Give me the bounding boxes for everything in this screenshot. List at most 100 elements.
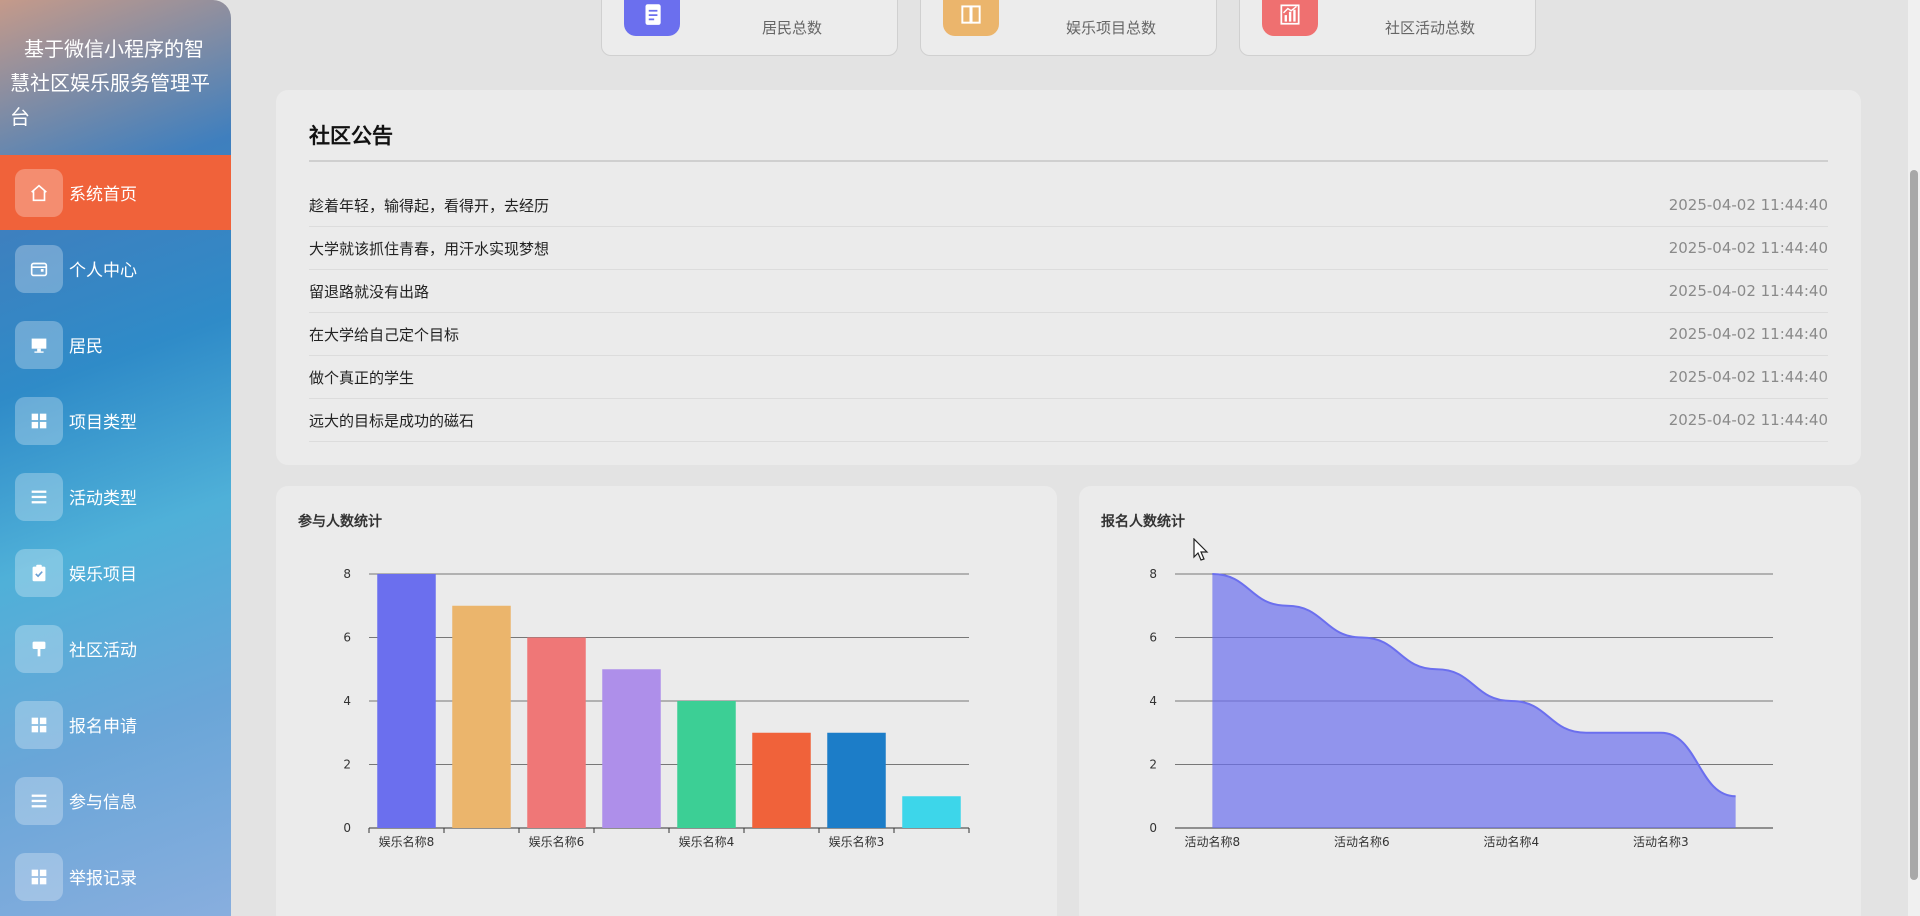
- stat-icon-box: [1262, 0, 1318, 36]
- area-chart: 0 2 4 6 8 活动名称8 活动名称6 活动名称4 活动名称3: [1149, 567, 1773, 849]
- grid-icon: [31, 869, 47, 884]
- notice-item[interactable]: 远大的目标是成功的磁石 2025-04-02 11:44:40: [309, 399, 1828, 442]
- stat-label: 居民总数: [761, 19, 822, 37]
- bar: [752, 732, 811, 828]
- participation-chart-panel: 参与人数统计 0 2 4 6 8 娱乐名称8 娱乐名称6 娱乐名称4 娱乐名称3: [276, 486, 1057, 916]
- sidebar-item-6[interactable]: 娱乐项目: [0, 535, 231, 610]
- stat-icon-box: [943, 0, 999, 36]
- sidebar-item-5[interactable]: 活动类型: [0, 459, 231, 534]
- x-tick-label: 活动名称8: [1185, 834, 1241, 849]
- notice-divider: [309, 160, 1828, 162]
- sidebar-item-8[interactable]: 报名申请: [0, 687, 231, 762]
- notice-item[interactable]: 大学就该抓住青春，用汗水实现梦想 2025-04-02 11:44:40: [309, 227, 1828, 270]
- scrollbar-thumb[interactable]: [1910, 170, 1918, 880]
- sidebar-item-label: 居民: [69, 337, 103, 357]
- y-tick-label: 2: [343, 758, 351, 772]
- notice-time: 2025-04-02 11:44:40: [1668, 282, 1828, 300]
- sidebar-item-1[interactable]: 系统首页: [0, 155, 231, 230]
- grid-icon: [31, 717, 47, 732]
- stat-icon-box: [624, 0, 680, 36]
- notice-text[interactable]: 大学就该抓住青春，用汗水实现梦想: [309, 239, 550, 258]
- sidebar-item-3[interactable]: 居民: [0, 307, 231, 382]
- sidebar-item-4[interactable]: 项目类型: [0, 383, 231, 458]
- sidebar-item-label: 参与信息: [69, 793, 137, 813]
- sidebar-item-label: 报名申请: [69, 717, 137, 737]
- y-tick-label: 2: [1149, 758, 1157, 772]
- y-tick-label: 4: [343, 694, 351, 708]
- menu-icon-box: [15, 396, 63, 445]
- bar: [527, 637, 586, 828]
- bar: [677, 701, 736, 828]
- sidebar-item-2[interactable]: 个人中心: [0, 231, 231, 306]
- y-tick-label: 4: [1149, 694, 1157, 708]
- sidebar-item-10[interactable]: 举报记录: [0, 839, 231, 914]
- bar: [452, 605, 511, 828]
- y-tick-label: 8: [343, 567, 351, 581]
- x-tick-label: 娱乐名称4: [679, 834, 735, 849]
- notice-text[interactable]: 趁着年轻，输得起，看得开，去经历: [309, 196, 550, 215]
- wallet-icon: [30, 262, 48, 276]
- x-tick-label: 活动名称4: [1484, 834, 1540, 849]
- notice-time: 2025-04-02 11:44:40: [1668, 239, 1828, 257]
- signup-chart-panel: 报名人数统计 0 2 4 6 8 活动名称8 活动名称6 活动名称4 活动名称3: [1079, 486, 1861, 916]
- bar: [602, 669, 661, 828]
- bar-chart-icon: [1280, 3, 1300, 25]
- stat-card-1: 居民总数: [601, 0, 898, 56]
- clipboard-icon: [32, 564, 46, 581]
- menu-icon-box: [15, 624, 63, 673]
- home-icon: [31, 184, 47, 201]
- stat-label: 娱乐项目总数: [1065, 19, 1156, 37]
- notice-text[interactable]: 远大的目标是成功的磁石: [309, 411, 475, 430]
- book-icon: [961, 4, 981, 24]
- x-tick-label: 活动名称3: [1633, 834, 1689, 849]
- notice-item[interactable]: 留退路就没有出路 2025-04-02 11:44:40: [309, 270, 1828, 313]
- notice-time: 2025-04-02 11:44:40: [1668, 368, 1828, 386]
- sidebar: 基于微信小程序的智慧社区娱乐服务管理平台 系统首页 个人中心 居民 项目类型 活…: [0, 0, 231, 916]
- notice-item[interactable]: 趁着年轻，输得起，看得开，去经历 2025-04-02 11:44:40: [309, 184, 1828, 227]
- brush-icon: [32, 641, 46, 656]
- notice-title: 社区公告: [309, 124, 393, 148]
- y-tick-label: 6: [343, 631, 351, 645]
- notice-time: 2025-04-02 11:44:40: [1668, 196, 1828, 214]
- notice-text[interactable]: 留退路就没有出路: [309, 282, 430, 301]
- grid-icon: [31, 413, 47, 428]
- y-tick-label: 0: [1149, 821, 1157, 835]
- sidebar-item-label: 个人中心: [69, 261, 137, 281]
- sidebar-item-label: 举报记录: [69, 869, 137, 889]
- document-icon: [645, 3, 661, 25]
- sidebar-item-9[interactable]: 参与信息: [0, 763, 231, 838]
- sidebar-item-label: 系统首页: [69, 185, 137, 205]
- sidebar-item-label: 项目类型: [69, 413, 137, 433]
- notice-text[interactable]: 在大学给自己定个目标: [309, 325, 460, 344]
- stat-card-3: 社区活动总数: [1239, 0, 1536, 56]
- bar-chart-title: 参与人数统计: [298, 514, 382, 530]
- bar-chart: 0 2 4 6 8 娱乐名称8 娱乐名称6 娱乐名称4 娱乐名称3: [343, 567, 970, 849]
- bar: [827, 732, 886, 828]
- scrollbar-track[interactable]: [1908, 0, 1920, 916]
- app-title: 基于微信小程序的智慧社区娱乐服务管理平台: [10, 37, 210, 129]
- notice-item[interactable]: 在大学给自己定个目标 2025-04-02 11:44:40: [309, 313, 1828, 356]
- menu-icon-box: [15, 472, 63, 521]
- area-line: [1212, 573, 1736, 798]
- menu-icon-box: [15, 244, 63, 293]
- y-tick-label: 0: [343, 821, 351, 835]
- sidebar-item-7[interactable]: 社区活动: [0, 611, 231, 686]
- menu-icon-box: [15, 320, 63, 369]
- notice-text[interactable]: 做个真正的学生: [309, 368, 415, 387]
- area-chart-title: 报名人数统计: [1101, 514, 1185, 530]
- menu-icon-box: [15, 852, 63, 901]
- notice-item[interactable]: 做个真正的学生 2025-04-02 11:44:40: [309, 356, 1828, 399]
- list-icon: [31, 794, 47, 807]
- bar: [902, 796, 961, 828]
- mouse-cursor-icon: [1193, 538, 1209, 561]
- notice-time: 2025-04-02 11:44:40: [1668, 325, 1828, 343]
- x-tick-label: 娱乐名称3: [829, 834, 885, 849]
- notice-panel: 社区公告 趁着年轻，输得起，看得开，去经历 2025-04-02 11:44:4…: [276, 90, 1861, 465]
- sidebar-item-label: 社区活动: [69, 641, 137, 661]
- notice-time: 2025-04-02 11:44:40: [1668, 411, 1828, 429]
- list-icon: [31, 490, 47, 503]
- y-tick-label: 8: [1149, 567, 1157, 581]
- sidebar-item-label: 娱乐项目: [69, 565, 137, 585]
- y-tick-label: 6: [1149, 631, 1157, 645]
- menu-icon-box: [15, 700, 63, 749]
